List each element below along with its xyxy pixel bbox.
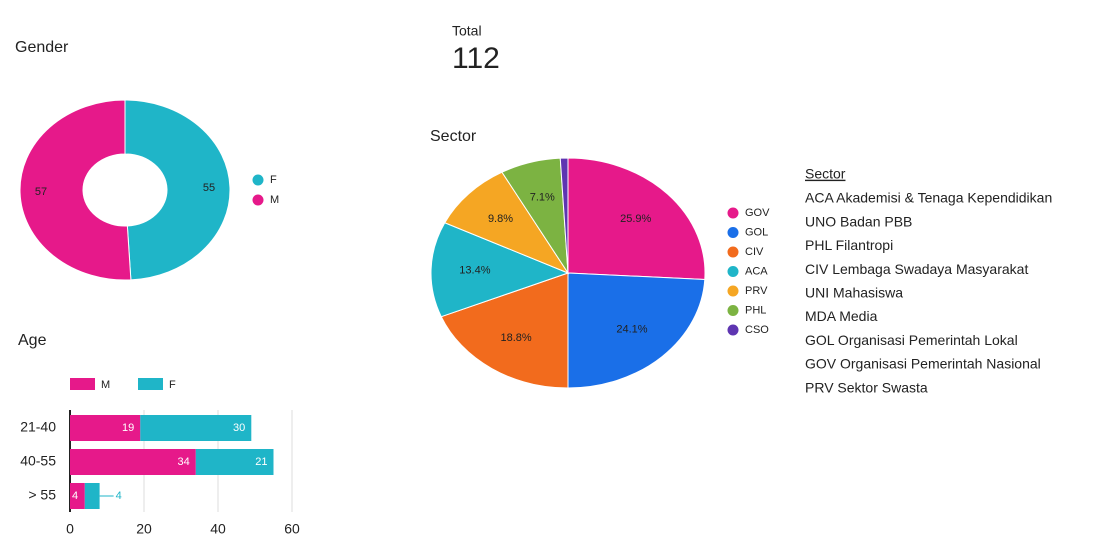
legend-swatch <box>252 194 264 206</box>
value-label: 55 <box>203 182 215 194</box>
value-label: 25.9% <box>620 213 651 225</box>
legend-label: M <box>101 379 110 391</box>
legend-label: PRV <box>745 285 768 297</box>
value-label: 30 <box>233 422 245 434</box>
total-label: Total <box>452 23 482 39</box>
chart-title: Sector <box>430 128 477 145</box>
x-tick-label: 0 <box>66 521 74 537</box>
legend-swatch <box>252 174 264 186</box>
glossary-item: GOL Organisasi Pemerintah Lokal <box>805 332 1018 348</box>
legend-swatch <box>727 324 739 336</box>
glossary-item: GOV Organisasi Pemerintah Nasional <box>805 356 1041 372</box>
slice <box>444 171 570 275</box>
glossary-title: Sector <box>805 166 846 182</box>
x-tick-label: 20 <box>136 521 152 537</box>
legend-swatch <box>727 227 739 238</box>
glossary-item: UNI Mahasiswa <box>805 285 903 301</box>
slice <box>567 157 706 281</box>
chart-title: Age <box>18 332 47 349</box>
value-label: 4 <box>72 490 78 502</box>
bar <box>70 449 196 475</box>
value-label: 13.4% <box>459 264 490 276</box>
legend-label: PHL <box>745 304 766 316</box>
legend-swatch <box>70 378 95 390</box>
total-value: 112 <box>452 42 500 75</box>
bar <box>140 415 252 441</box>
legend-label: CSO <box>745 324 769 336</box>
value-label: 18.8% <box>501 332 532 344</box>
y-tick-label: 21-40 <box>20 419 56 435</box>
legend-swatch <box>727 305 739 316</box>
legend-swatch <box>138 378 163 390</box>
legend-label: CIV <box>745 246 764 258</box>
x-tick-label: 40 <box>210 521 226 537</box>
bar <box>195 449 274 475</box>
slice <box>19 99 132 281</box>
legend-label: F <box>169 379 176 391</box>
legend-swatch <box>727 207 739 219</box>
chart-title: Gender <box>15 39 69 56</box>
legend-label: GOV <box>745 207 770 219</box>
slice <box>440 272 569 389</box>
legend-label: F <box>270 174 277 186</box>
slice <box>567 272 706 389</box>
bar <box>70 483 85 509</box>
glossary-item: PHL Filantropi <box>805 237 893 253</box>
bar <box>84 483 100 509</box>
y-tick-label: > 55 <box>28 487 56 503</box>
value-label: 19 <box>122 422 134 434</box>
value-label: 7.1% <box>530 192 555 204</box>
value-label: 24.1% <box>616 324 647 336</box>
glossary-item: UNO Badan PBB <box>805 213 912 229</box>
legend-label: M <box>270 194 279 206</box>
glossary-item: ACA Akademisi & Tenaga Kependidikan <box>805 190 1052 206</box>
y-tick-label: 40-55 <box>20 453 56 469</box>
glossary-item: PRV Sektor Swasta <box>805 379 928 395</box>
x-tick-label: 60 <box>284 521 300 537</box>
legend-swatch <box>727 266 739 277</box>
value-label: 9.8% <box>488 213 513 225</box>
slice <box>559 157 569 274</box>
bar <box>70 415 141 441</box>
legend-label: ACA <box>745 265 768 277</box>
legend-label: GOL <box>745 226 768 238</box>
legend-swatch <box>727 285 739 297</box>
glossary-item: CIV Lembaga Swadaya Masyarakat <box>805 261 1028 277</box>
value-label: 57 <box>35 186 47 198</box>
value-label: 4 <box>116 490 122 502</box>
value-label: 34 <box>178 456 190 468</box>
slice <box>124 99 231 281</box>
glossary-item: MDA Media <box>805 308 878 324</box>
value-label: 21 <box>255 456 267 468</box>
legend-swatch <box>727 246 739 258</box>
slice <box>430 222 570 318</box>
